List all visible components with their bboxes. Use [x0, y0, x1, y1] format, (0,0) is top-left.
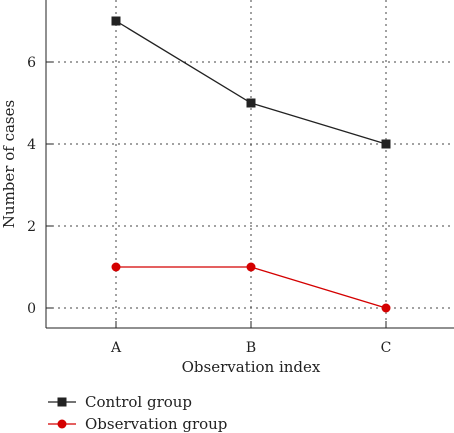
legend-item-control: Control group — [48, 393, 192, 411]
axes — [45, 0, 454, 329]
x-tick-labels: A B C — [110, 340, 391, 356]
data-point-observation-group-a — [111, 262, 121, 272]
legend-label-control: Control group — [85, 393, 192, 411]
legend: Control group Observation group — [48, 393, 227, 433]
series-line-control-group — [115, 20, 387, 145]
data-point-control-group-c — [381, 139, 391, 149]
x-tick-label-b: B — [246, 340, 256, 356]
series-layer — [111, 16, 391, 313]
grid — [46, 0, 454, 328]
series-control-group — [111, 16, 391, 149]
data-point-control-group-a — [111, 16, 121, 26]
data-point-observation-group-b — [246, 262, 256, 272]
data-point-observation-group-c — [381, 303, 391, 313]
y-tick-label-0: 0 — [27, 301, 36, 317]
x-tick-label-a: A — [110, 340, 122, 356]
y-tick-label-6: 6 — [27, 55, 36, 71]
x-axis-title: Observation index — [182, 358, 321, 376]
series-observation-group — [111, 262, 391, 313]
y-axis-title: Number of cases — [0, 100, 18, 228]
legend-item-observation: Observation group — [48, 415, 227, 433]
y-tick-label-4: 4 — [27, 137, 36, 153]
data-point-control-group-b — [246, 98, 256, 108]
y-tick-label-2: 2 — [27, 219, 36, 235]
x-tick-label-c: C — [381, 340, 392, 356]
legend-label-observation: Observation group — [85, 415, 227, 433]
legend-marker-square — [57, 397, 67, 407]
y-tick-labels: 6 4 2 0 — [27, 55, 36, 317]
legend-marker-circle — [57, 419, 67, 429]
